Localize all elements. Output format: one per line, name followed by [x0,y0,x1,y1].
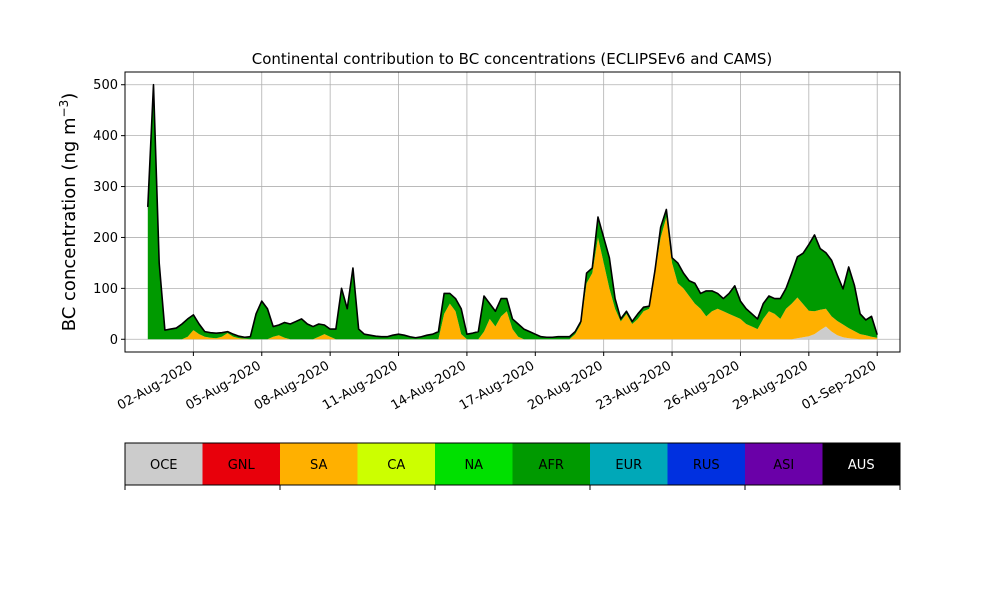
legend-swatch-asi [745,443,823,485]
area-afr [147,94,878,340]
x-tick-label: 11-Aug-2020 [320,358,400,413]
legend-swatch-afr [512,443,590,485]
area-oce [147,326,878,340]
legend-swatch-na [435,443,513,485]
legend-swatch-rus [667,443,745,485]
y-tick-label: 0 [110,333,118,348]
x-tick-label: 14-Aug-2020 [389,358,469,413]
legend-label-aus: AUS [848,458,875,473]
legend-swatch-gnl [202,443,280,485]
area-sa [147,217,878,340]
legend-swatch-ca [357,443,435,485]
legend-swatch-aus [822,443,900,485]
x-tick-label: 23-Aug-2020 [594,358,674,413]
y-tick-label: 500 [93,78,118,93]
y-tick-label: 200 [93,231,118,246]
legend-swatch-sa [280,443,358,485]
x-tick-label: 20-Aug-2020 [525,358,605,413]
x-tick-label: 01-Sep-2020 [799,358,879,413]
x-tick-label: 29-Aug-2020 [730,358,810,413]
y-axis: 0 100 200 300 400 500 [93,78,125,348]
legend-label-afr: AFR [539,458,564,473]
legend-label-gnl: GNL [228,458,256,473]
x-tick-label: 17-Aug-2020 [457,358,537,413]
x-tick-label: 05-Aug-2020 [183,358,263,413]
plot-frame [124,71,901,353]
x-tick-label: 26-Aug-2020 [662,358,742,413]
legend: OCE GNL SA CA NA AFR EUR RUS ASI AUS [124,442,901,490]
stacked-areas [147,84,878,340]
x-tick-label: 08-Aug-2020 [252,358,332,413]
x-tick-label: 02-Aug-2020 [115,358,195,413]
y-tick-label: 300 [93,180,118,195]
legend-frame [124,442,901,486]
y-tick-label: 100 [93,282,118,297]
legend-label-rus: RUS [693,458,720,473]
legend-label-eur: EUR [615,458,642,473]
legend-label-sa: SA [310,458,327,473]
legend-label-na: NA [464,458,483,473]
total-line [146,83,878,339]
y-axis-label: BC concentration (ng m−3) [57,93,80,332]
legend-label-ca: CA [387,458,405,473]
legend-swatch-eur [590,443,668,485]
chart-title: Continental contribution to BC concentra… [252,50,773,68]
total-concentration-line [146,83,878,339]
legend-label-oce: OCE [150,458,178,473]
x-axis: 02-Aug-202005-Aug-202008-Aug-202011-Aug-… [115,352,879,414]
legend-label-asi: ASI [773,458,794,473]
y-tick-label: 400 [93,129,118,144]
legend-swatch-oce [125,443,203,485]
